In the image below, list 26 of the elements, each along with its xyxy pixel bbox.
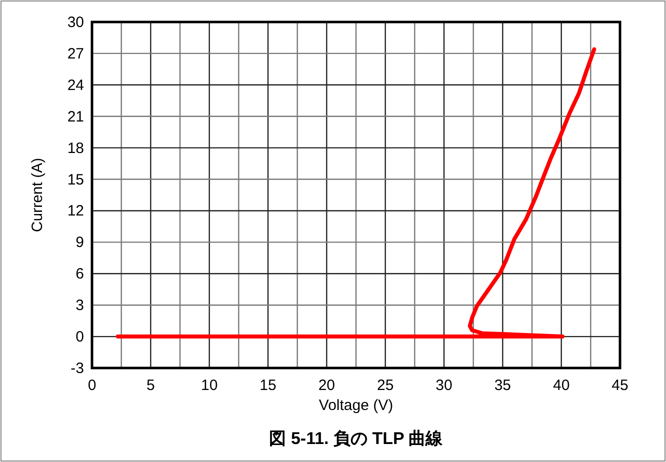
x-tick-label: 15 (260, 377, 276, 394)
y-tick-label: 15 (67, 171, 84, 188)
y-tick-label: 0 (76, 328, 84, 346)
y-tick-label: 27 (67, 45, 84, 62)
y-axis-title: Current (A) (29, 158, 46, 232)
y-tick-label: 24 (67, 76, 84, 94)
x-tick-label: 45 (612, 377, 628, 394)
line-series (116, 47, 596, 339)
y-tick-label: 18 (67, 140, 84, 157)
y-tick-label: 9 (76, 234, 84, 252)
x-tick-label: 35 (494, 377, 512, 394)
x-axis-title: Voltage (V) (318, 397, 394, 414)
x-tick-label: 0 (88, 377, 96, 394)
x-tick-label: 20 (318, 377, 336, 394)
y-tick-label: -3 (70, 360, 84, 377)
x-tick-label: 40 (552, 377, 570, 394)
x-tick-label: 10 (200, 377, 218, 394)
y-tick-label: 3 (76, 297, 84, 314)
y-tick-label: 21 (67, 108, 84, 126)
text: 図 5-11. 負の TLP 曲線 (269, 429, 444, 448)
y-tick-label: 30 (67, 14, 84, 31)
x-tick-label: 30 (436, 377, 452, 394)
y-tick-label: 6 (76, 266, 84, 283)
x-tick-label: 5 (146, 377, 155, 394)
x-tick-label: 25 (376, 377, 394, 394)
y-tick-label: 12 (67, 202, 84, 220)
